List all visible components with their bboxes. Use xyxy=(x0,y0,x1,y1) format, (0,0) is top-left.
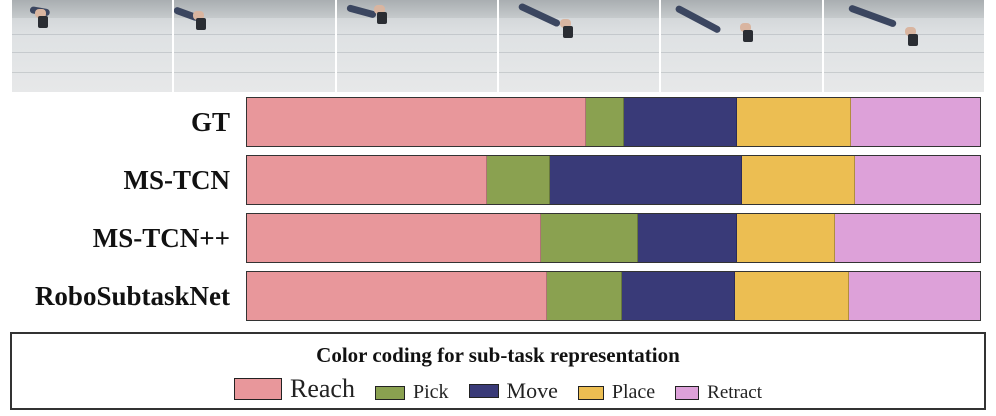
segment-reach xyxy=(247,98,587,146)
segmentation-bar xyxy=(246,213,981,263)
segmentation-bar xyxy=(246,97,981,147)
segment-pick xyxy=(546,272,622,320)
segment-move xyxy=(550,156,743,204)
row-label: MS-TCN xyxy=(123,165,231,195)
legend-item: Place xyxy=(577,381,656,404)
row-label: RoboSubtaskNet xyxy=(34,281,230,311)
segment-reach xyxy=(247,214,541,262)
segment-pick xyxy=(540,214,639,262)
hand xyxy=(904,27,916,36)
legend-item: Pick xyxy=(374,381,449,404)
segment-retract xyxy=(855,156,980,204)
video-frame xyxy=(336,0,499,92)
segment-place xyxy=(742,156,856,204)
video-frame xyxy=(498,0,662,92)
legend-item: Reach xyxy=(233,374,355,404)
legend-item: Retract xyxy=(675,382,762,404)
object-cup xyxy=(743,30,754,42)
video-frame xyxy=(12,0,175,92)
legend-swatch xyxy=(675,386,700,400)
hand xyxy=(35,9,46,18)
legend-label: Move xyxy=(506,378,558,403)
hand xyxy=(373,5,385,14)
legend-label: Retract xyxy=(707,382,763,403)
segment-reach xyxy=(247,272,547,320)
segment-place xyxy=(737,98,851,146)
segmentation-bar xyxy=(246,155,981,205)
segment-pick xyxy=(486,156,551,204)
segment-retract xyxy=(850,98,980,146)
video-frame xyxy=(823,0,984,92)
legend-items: Reach Pick Move Place Retract xyxy=(12,374,984,404)
legend-swatch xyxy=(577,385,604,400)
video-frame xyxy=(661,0,824,92)
video-frame xyxy=(174,0,337,92)
legend-title: Color coding for sub-task representation xyxy=(316,343,680,367)
legend-swatch xyxy=(233,378,282,400)
legend-item: Move xyxy=(468,378,558,404)
legend-swatch xyxy=(468,384,499,398)
legend-label: Pick xyxy=(412,381,449,403)
segment-retract xyxy=(834,214,980,262)
legend-label: Place xyxy=(611,381,656,403)
object-cup xyxy=(907,34,918,46)
segment-pick xyxy=(586,98,624,146)
legend-swatch xyxy=(374,385,405,400)
hand xyxy=(559,19,571,28)
legend-box: Color coding for sub-task representation… xyxy=(10,332,986,410)
legend-label: Reach xyxy=(289,374,355,403)
video-frame-strip xyxy=(12,0,984,92)
row-label: GT xyxy=(190,107,230,137)
row-label: MS-TCN++ xyxy=(92,223,230,253)
object-cup xyxy=(38,16,48,28)
segmentation-bar xyxy=(246,271,981,321)
segment-retract xyxy=(848,272,980,320)
hand xyxy=(740,23,752,32)
segment-reach xyxy=(247,156,487,204)
segment-move xyxy=(621,272,736,320)
object-cup xyxy=(376,12,387,24)
segment-move xyxy=(638,214,737,262)
object-cup xyxy=(562,26,573,38)
object-cup xyxy=(196,18,207,30)
segment-move xyxy=(623,98,738,146)
segment-place xyxy=(735,272,849,320)
segment-place xyxy=(736,214,835,262)
hand xyxy=(193,11,205,20)
